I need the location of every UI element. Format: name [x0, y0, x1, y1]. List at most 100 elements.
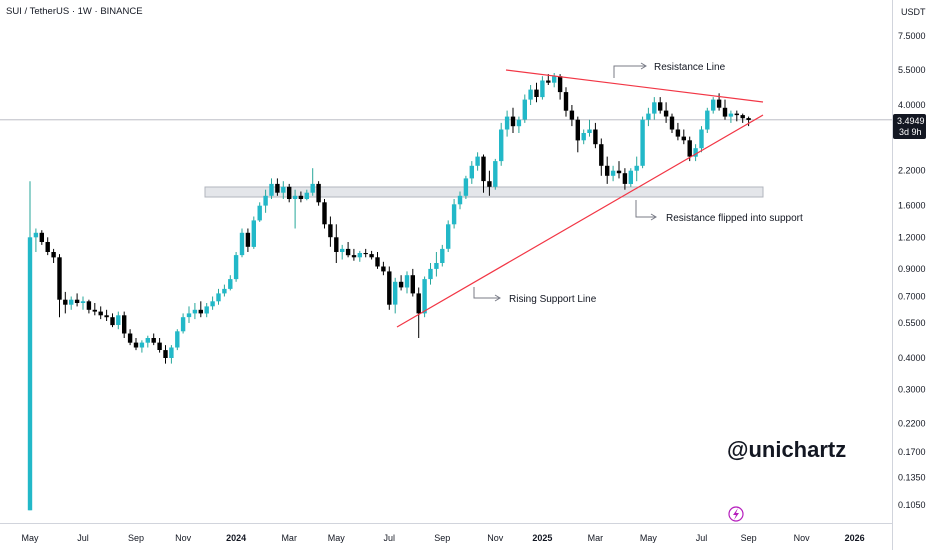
candle-body	[528, 89, 533, 100]
time-tick-label: Mar	[281, 533, 297, 543]
candle-body	[192, 309, 198, 314]
candle-body	[681, 136, 686, 141]
candle-body	[440, 248, 445, 263]
candle-body	[404, 275, 410, 288]
candle-body	[369, 254, 374, 258]
candle-body	[198, 309, 203, 314]
candle-body	[451, 204, 457, 225]
candle-body	[351, 255, 357, 258]
last-price-tag-bg	[893, 114, 926, 139]
candle-body	[33, 232, 39, 238]
symbol-header[interactable]: SUI / TetherUS · 1W · BINANCE	[6, 6, 143, 17]
candle-body	[316, 183, 321, 203]
last-price-countdown: 3d 9h	[899, 127, 922, 137]
rising-support-trendline[interactable]	[396, 114, 764, 328]
candle-body	[145, 338, 150, 343]
candle-body	[593, 129, 598, 145]
candle-body	[428, 268, 433, 280]
candle-body	[546, 80, 551, 83]
candle-body	[581, 133, 586, 141]
candle-body	[728, 113, 734, 117]
candle-body	[658, 102, 663, 111]
candle-body	[74, 299, 80, 303]
candle-body	[652, 102, 657, 114]
candle-body	[110, 317, 115, 326]
candle-body	[69, 299, 74, 305]
candle-body	[610, 170, 616, 176]
price-tick-label: 0.7000	[898, 292, 926, 302]
candle-body	[393, 281, 398, 305]
candle-body	[139, 342, 145, 348]
candle-body	[204, 306, 209, 314]
candle-body	[446, 224, 451, 249]
candle-body	[557, 76, 563, 93]
candle-body	[381, 266, 386, 272]
candle-body	[51, 252, 56, 258]
support-label: Rising Support Line	[509, 294, 597, 305]
candle-body	[239, 232, 245, 256]
resistance-trendline[interactable]	[505, 69, 764, 103]
candle-body	[186, 313, 192, 318]
candle-body	[575, 119, 580, 141]
candle-body	[481, 156, 486, 182]
candle-body	[322, 202, 327, 225]
candle-body	[345, 248, 351, 256]
price-tick-label: 0.1050	[898, 500, 926, 510]
time-tick-label: Jul	[77, 533, 89, 543]
time-tick-label: Nov	[175, 533, 192, 543]
candle-body	[634, 165, 639, 171]
time-tick-label: May	[21, 533, 39, 543]
price-scale-background[interactable]	[892, 0, 932, 550]
resistance-arrow	[613, 62, 647, 78]
time-tick-label: Sep	[434, 533, 450, 543]
candle-body	[422, 279, 427, 314]
candle-body	[463, 178, 469, 196]
price-tick-label: 0.2200	[898, 419, 926, 429]
candle-body	[340, 248, 345, 252]
time-tick-label: Sep	[128, 533, 144, 543]
candle-body	[493, 161, 498, 187]
candle-body	[334, 237, 339, 252]
candle-body	[540, 80, 545, 98]
candle-body	[387, 271, 392, 305]
candle-body	[740, 115, 745, 119]
candle-body	[175, 331, 180, 348]
candle-body	[563, 92, 569, 111]
candle-body	[646, 113, 651, 120]
candle-body	[705, 110, 710, 130]
candle-body	[163, 350, 168, 358]
flipped-annotation[interactable]: Resistance flipped into support	[635, 200, 803, 224]
plot-background	[0, 0, 892, 523]
candle-body	[104, 315, 109, 318]
candle-body	[599, 144, 604, 166]
candle-body	[304, 192, 309, 199]
resistance-annotation[interactable]: Resistance Line	[613, 62, 726, 78]
currency-label: USDT	[901, 7, 926, 17]
price-tick-label: 0.4000	[898, 353, 926, 363]
candle-body	[669, 116, 675, 130]
lightning-icon-bolt	[733, 508, 739, 520]
last-price-tag[interactable]: 3.4949 3d 9h	[893, 114, 926, 139]
candle-body	[469, 165, 474, 179]
candle-body	[133, 342, 139, 348]
candle-body	[587, 129, 592, 133]
candle-body	[257, 205, 262, 221]
price-tick-label: 0.1350	[898, 472, 926, 482]
candle-body	[263, 195, 268, 206]
candle-body	[628, 170, 633, 184]
candle-body	[233, 255, 239, 280]
candle-body	[151, 338, 156, 343]
candle-body	[292, 195, 298, 199]
candle-body	[310, 183, 315, 193]
candle-body	[157, 342, 162, 350]
candle-body	[487, 181, 492, 187]
support-annotation[interactable]: Rising Support Line	[473, 287, 597, 305]
price-tick-label: 2.2000	[898, 166, 926, 176]
candle-body	[711, 99, 716, 111]
lightning-icon[interactable]	[728, 506, 744, 522]
time-tick-label: 2026	[845, 533, 865, 543]
flipped-label: Resistance flipped into support	[666, 213, 803, 224]
candle-body	[86, 301, 92, 310]
